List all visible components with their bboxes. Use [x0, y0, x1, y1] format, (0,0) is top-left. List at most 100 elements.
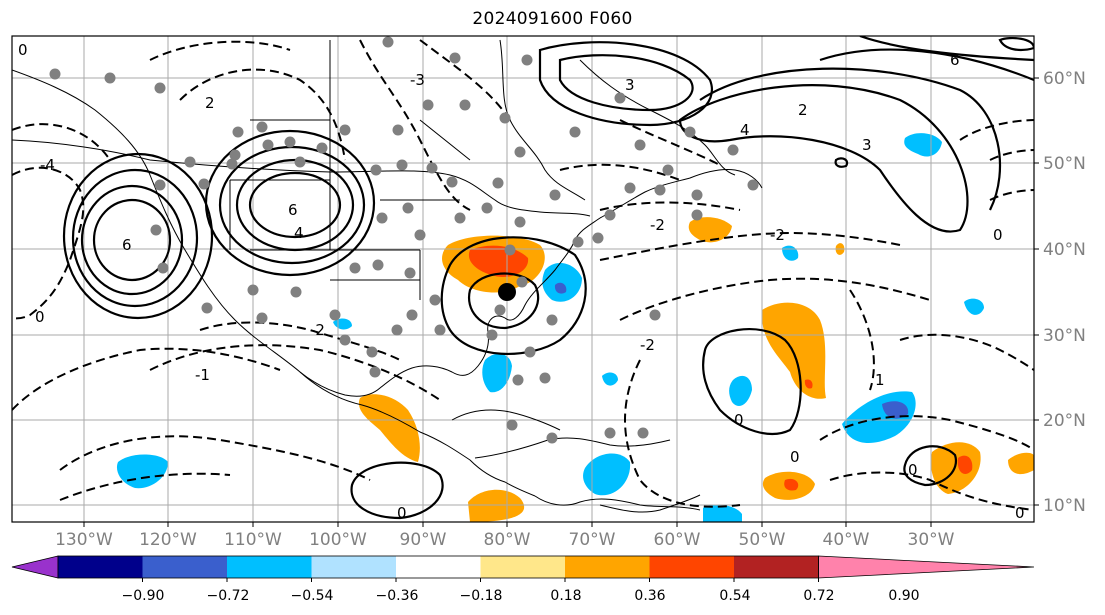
map-title: 2024091600 F060 — [472, 9, 633, 29]
lon-label: 40°W — [823, 530, 870, 550]
colorbar-swatch — [227, 556, 312, 578]
station-dot — [549, 189, 561, 201]
lon-label: 100°W — [309, 530, 367, 550]
station-dot — [406, 309, 418, 321]
station-dot — [492, 177, 504, 189]
station-dot — [546, 314, 558, 326]
station-dot — [624, 182, 636, 194]
station-dot — [569, 126, 581, 138]
station-dot — [226, 158, 238, 170]
contour-label: 2 — [798, 101, 808, 119]
station-dot — [649, 309, 661, 321]
contour-label: -1 — [195, 366, 210, 384]
axis-ticks — [83, 77, 1039, 527]
station-dot — [414, 229, 426, 241]
station-dot — [422, 99, 434, 111]
contour-label: 1 — [875, 371, 885, 389]
lat-label: 50°N — [1043, 154, 1086, 174]
colorbar-label: −0.54 — [291, 588, 334, 604]
colorbar-extend-min — [11, 555, 59, 579]
station-dot — [256, 121, 268, 133]
latitude-labels: 60°N 50°N 40°N 30°N 20°N 10°N — [1043, 69, 1086, 516]
station-dot — [391, 324, 403, 336]
station-dot — [494, 304, 506, 316]
station-dot — [426, 162, 438, 174]
station-dot — [366, 346, 378, 358]
station-dot — [514, 146, 526, 158]
map-frame — [11, 35, 1035, 523]
contour-label: 2 — [205, 94, 215, 112]
colorbar-swatch — [58, 556, 143, 578]
station-dot — [429, 294, 441, 306]
station-dot — [402, 202, 414, 214]
lon-label: 110°W — [224, 530, 282, 550]
colorbar-label: 0.18 — [550, 588, 581, 604]
coastlines — [12, 39, 763, 513]
station-dot — [449, 52, 461, 64]
station-dot — [486, 329, 498, 341]
longitude-labels: 130°W 120°W 110°W 100°W 90°W 80°W 70°W 6… — [55, 530, 955, 550]
lon-label: 60°W — [654, 530, 701, 550]
colorbar-label: −0.72 — [207, 588, 250, 604]
colorbar — [11, 555, 1035, 582]
colorbar-label: 0.36 — [634, 588, 665, 604]
colorbar-swatch — [649, 556, 735, 578]
station-dot — [684, 126, 696, 138]
station-dot — [157, 262, 169, 274]
colorbar-label: −0.18 — [460, 588, 503, 604]
lat-label: 10°N — [1043, 496, 1086, 516]
station-dot — [514, 216, 526, 228]
station-dot — [372, 259, 384, 271]
contour-label: 0 — [35, 308, 45, 326]
contour-label: 6 — [122, 236, 132, 254]
station-dot — [614, 92, 626, 104]
station-dot — [604, 209, 616, 221]
contour-label: -3 — [410, 71, 425, 89]
station-dot — [369, 366, 381, 378]
station-dot — [150, 224, 162, 236]
lon-label: 80°W — [484, 530, 531, 550]
contour-label: 0 — [397, 504, 407, 522]
station-dot — [339, 334, 351, 346]
station-dot — [396, 159, 408, 171]
station-dot — [539, 372, 551, 384]
station-dot — [229, 149, 241, 161]
station-dot — [481, 202, 493, 214]
contour-label: 0 — [18, 41, 28, 59]
station-dot — [454, 212, 466, 224]
contour-label: 3 — [625, 76, 635, 94]
station-dot — [184, 156, 196, 168]
lat-label: 30°N — [1043, 326, 1086, 346]
station-dot — [392, 124, 404, 136]
station-dot — [294, 156, 306, 168]
colorbar-frame — [57, 555, 819, 579]
contour-label: 6 — [288, 201, 298, 219]
station-dot — [546, 432, 558, 444]
colorbar-label: −0.36 — [376, 588, 419, 604]
contour-label: 4 — [294, 224, 304, 242]
contour-label: -2 — [640, 336, 655, 354]
station-dots — [49, 36, 759, 444]
contour-labels: 6 6 4 2 0 0 4 2 3 6 0 -2 -2 0 0 0 0 -2 -… — [18, 41, 1025, 522]
lon-label: 120°W — [139, 530, 197, 550]
colorbar-labels: −0.90 −0.72 −0.54 −0.36 −0.18 0.18 0.36 … — [122, 588, 920, 604]
station-dot — [747, 179, 759, 191]
contour-label: -2 — [770, 226, 785, 244]
colorbar-swatch — [565, 556, 650, 578]
station-dot — [572, 236, 584, 248]
station-dot — [154, 179, 166, 191]
station-dot — [499, 112, 511, 124]
station-dot — [247, 284, 259, 296]
station-dot — [634, 139, 646, 151]
colorbar-label: −0.90 — [122, 588, 165, 604]
station-dot — [521, 54, 533, 66]
colorbar-swatch — [311, 556, 397, 578]
station-dot — [512, 374, 524, 386]
colorbar-swatch — [396, 556, 481, 578]
colorbar-extend-max — [818, 555, 1035, 579]
station-dot — [232, 126, 244, 138]
lon-label: 50°W — [739, 530, 786, 550]
lat-label: 40°N — [1043, 240, 1086, 260]
station-dot — [339, 124, 351, 136]
